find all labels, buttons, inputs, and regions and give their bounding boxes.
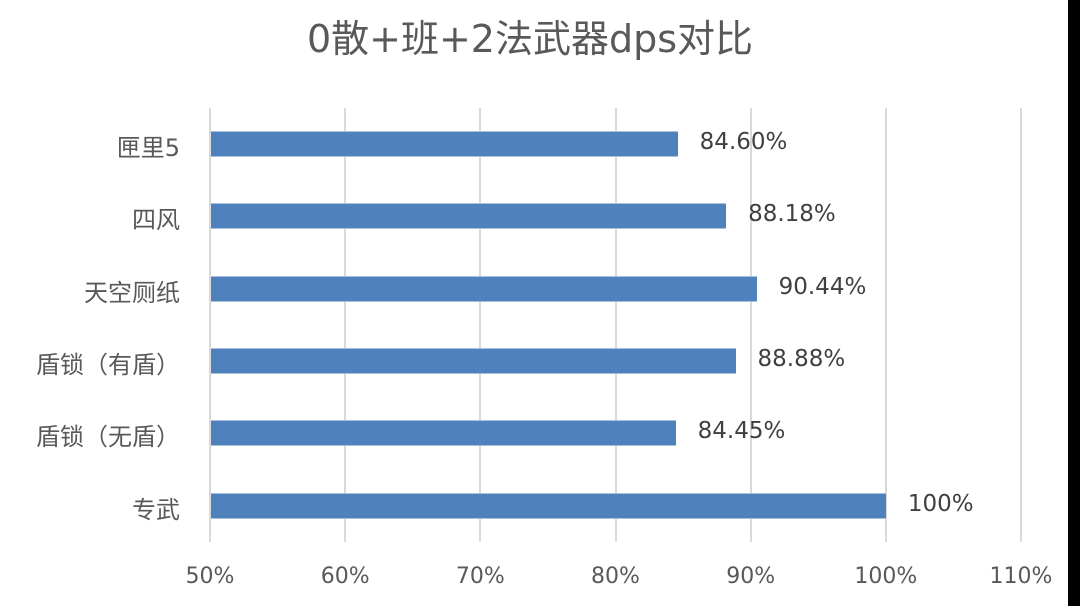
gridline [209, 108, 211, 542]
data-label: 90.44% [778, 274, 867, 300]
data-label: 88.18% [748, 201, 836, 227]
chart-title: 0散+班+2法武器dps对比 [306, 17, 754, 61]
bar [211, 420, 676, 446]
x-tick-label: 100% [854, 564, 918, 589]
bar [211, 203, 727, 229]
gridline [614, 108, 617, 542]
x-tick-label: 70% [455, 564, 505, 589]
window-edge [1068, 0, 1080, 606]
bar [211, 131, 678, 157]
x-tick-label: 90% [726, 564, 776, 589]
category-label: 盾锁（有盾） [36, 351, 180, 379]
data-label: 100% [907, 491, 974, 517]
category-label: 盾锁（无盾） [36, 423, 180, 451]
category-label: 四风 [132, 206, 180, 234]
data-label: 84.60% [699, 129, 788, 155]
data-label: 88.88% [757, 346, 846, 372]
bar [211, 348, 736, 374]
gridline [749, 108, 752, 542]
bar [211, 276, 757, 302]
category-label: 匣里5 [116, 134, 180, 162]
gridline [884, 108, 887, 542]
category-label: 专武 [132, 496, 180, 524]
x-tick-label: 60% [320, 564, 370, 589]
gridline [479, 108, 482, 542]
bar [211, 493, 886, 519]
category-label: 天空厕纸 [84, 279, 180, 307]
x-tick-label: 50% [185, 564, 235, 589]
gridline [1020, 108, 1022, 542]
gridline [344, 108, 347, 542]
data-label: 84.45% [697, 418, 786, 444]
x-tick-label: 110% [989, 564, 1053, 589]
x-tick-label: 80% [591, 564, 640, 589]
